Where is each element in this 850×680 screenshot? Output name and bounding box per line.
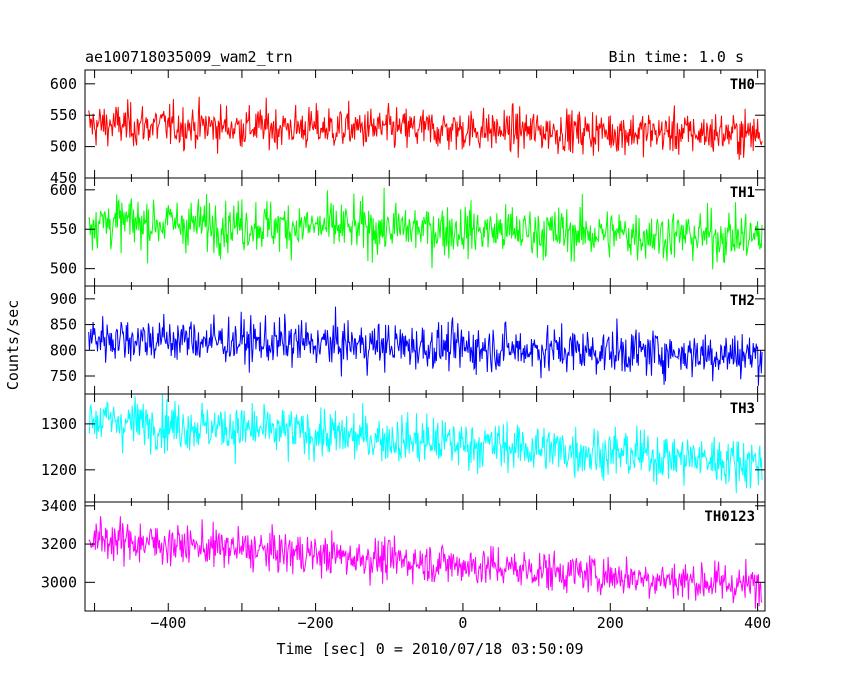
panel-th3: TH3 1200 1300 [41,393,766,503]
y-tick-label: 550 [50,220,77,238]
x-axis-label: Time [sec] 0 = 2010/07/18 03:50:09 [276,640,583,658]
panel-label: TH1 [730,185,755,201]
x-tick-label: 200 [597,614,624,632]
panel-th0123: TH0123 3000 3200 3400 [41,497,766,612]
panel-th1: TH1 500 550 600 [50,177,766,287]
y-tick-label: 600 [50,75,77,93]
y-axis-label: Counts/sec [4,300,22,390]
series-line-th2 [88,306,763,386]
panel-th2: TH2 750 800 850 900 [50,285,766,395]
panel-th0: TH0 450 500 550 600 [50,69,766,187]
bin-time-label: Bin time: 1.0 s [609,48,744,66]
series-line-th3 [88,394,763,494]
y-tick-label: 750 [50,367,77,385]
series-line-th0123 [88,516,763,609]
y-tick-label: 3000 [41,573,77,591]
series-line-th0 [88,96,763,160]
panel-label: TH0 [730,77,755,93]
x-tick-label: 0 [458,614,467,632]
panel-label: TH3 [730,401,755,417]
x-tick-label: −200 [298,614,334,632]
panel-label: TH2 [730,293,755,309]
y-tick-label: 850 [50,316,77,334]
series-line-th1 [88,187,763,270]
x-tick-label: −400 [150,614,186,632]
y-tick-label: 800 [50,341,77,359]
y-tick-label: 3200 [41,535,77,553]
y-tick-label: 500 [50,260,77,278]
y-tick-label: 450 [50,169,77,187]
y-tick-label: 3400 [41,497,77,515]
chart-title: ae100718035009_wam2_trn [85,48,293,66]
y-tick-label: 600 [50,181,77,199]
panels-group: TH0 450 500 550 600 TH1 500 550 600 TH2 750 800 850 9… [41,69,771,632]
y-tick-label: 900 [50,290,77,308]
y-tick-label: 500 [50,138,77,156]
panel-label: TH0123 [704,509,755,525]
y-tick-label: 1300 [41,415,77,433]
x-tick-label: 400 [744,614,771,632]
y-tick-label: 1200 [41,461,77,479]
panel-frame [84,501,766,612]
y-tick-label: 550 [50,106,77,124]
